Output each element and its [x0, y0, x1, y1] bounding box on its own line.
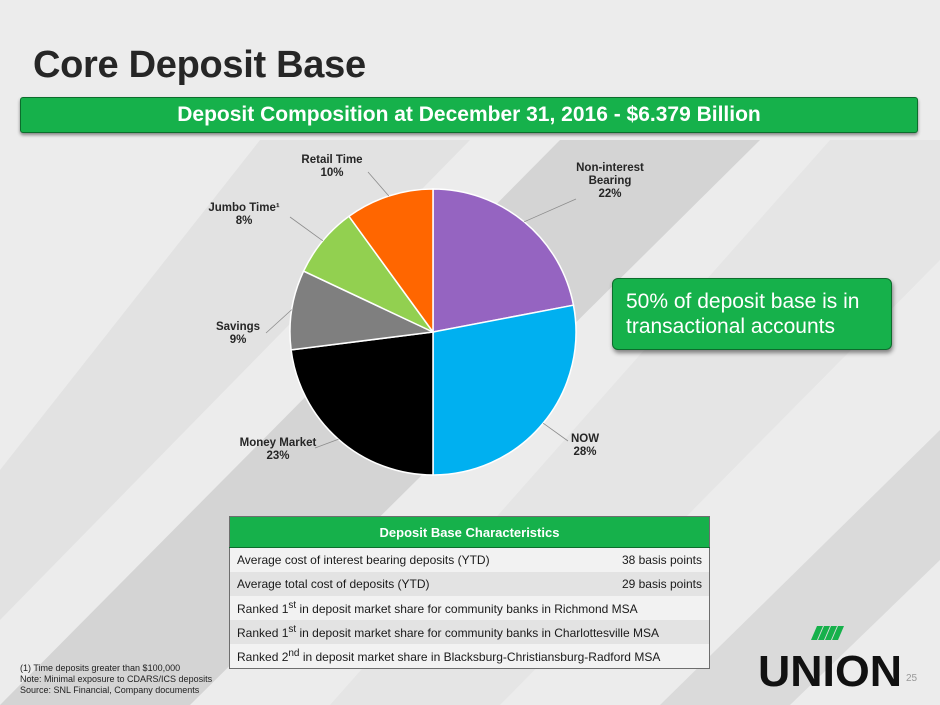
leader-line — [542, 422, 569, 442]
slice-label: Money Market 23% — [240, 437, 317, 462]
row-label: Average cost of interest bearing deposit… — [229, 547, 584, 572]
page-title: Core Deposit Base — [33, 44, 366, 86]
leader-line — [265, 309, 293, 334]
slice-label: Jumbo Time¹ 8% — [208, 202, 280, 227]
table-row: Average total cost of deposits (YTD) 29 … — [229, 572, 710, 596]
leader-line — [367, 171, 390, 197]
table-row: Average cost of interest bearing deposit… — [229, 547, 710, 572]
pie-slice — [347, 188, 434, 335]
footnote-line: (1) Time deposits greater than $100,000 — [20, 663, 181, 673]
logo-mark-icon — [811, 626, 844, 640]
pie-slice — [290, 331, 434, 476]
ranking-text: Ranked 2nd in deposit market share in Bl… — [229, 644, 710, 669]
leader-line — [523, 198, 577, 223]
table-header: Deposit Base Characteristics — [229, 516, 710, 548]
transactional-callout: 50% of deposit base is in transactional … — [612, 278, 892, 350]
slice-label: Non-interest Bearing 22% — [576, 162, 644, 200]
row-label: Average total cost of deposits (YTD) — [229, 572, 584, 596]
footnotes: (1) Time deposits greater than $100,000 … — [20, 663, 212, 696]
chart-banner: Deposit Composition at December 31, 2016… — [20, 97, 918, 133]
row-value: 29 basis points — [583, 572, 710, 596]
table-row: Ranked 1st in deposit market share for c… — [229, 620, 710, 644]
slice-label: Retail Time 10% — [301, 154, 362, 179]
union-logo: UNION — [758, 626, 902, 692]
ranking-text: Ranked 1st in deposit market share for c… — [229, 596, 710, 620]
pie-slice — [289, 270, 436, 351]
page-number: 25 — [906, 673, 918, 684]
leader-line — [314, 438, 339, 449]
footnote-line: Note: Minimal exposure to CDARS/ICS depo… — [20, 674, 213, 684]
table-row: Ranked 2nd in deposit market share in Bl… — [229, 644, 710, 669]
slice-label: Savings 9% — [216, 321, 260, 346]
footnote-line: Source: SNL Financial, Company documents — [20, 685, 200, 695]
slice-label: NOW 28% — [571, 433, 599, 458]
table-row: Ranked 1st in deposit market share for c… — [229, 596, 710, 620]
row-value: 38 basis points — [583, 547, 710, 572]
leader-line — [289, 216, 324, 242]
pie-slice — [432, 304, 577, 476]
ranking-text: Ranked 1st in deposit market share for c… — [229, 620, 710, 644]
deposit-characteristics-table: Deposit Base Characteristics Average cos… — [229, 516, 710, 669]
logo-wordmark: UNION — [758, 647, 902, 692]
